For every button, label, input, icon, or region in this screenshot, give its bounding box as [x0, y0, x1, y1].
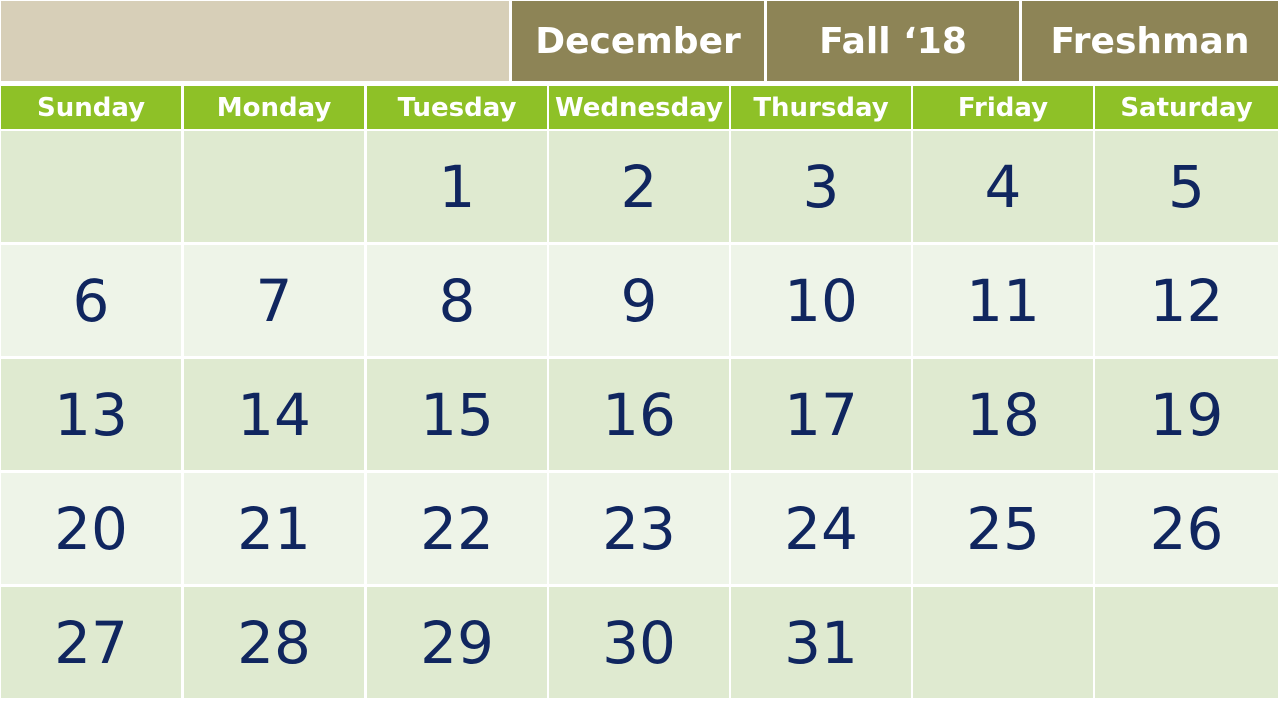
month-label: December: [512, 1, 764, 81]
date-cell[interactable]: 15: [367, 359, 547, 470]
date-cell[interactable]: 24: [731, 473, 911, 584]
date-cell[interactable]: [184, 131, 364, 242]
date-cell[interactable]: [1, 131, 181, 242]
date-cell[interactable]: 26: [1095, 473, 1278, 584]
date-cell[interactable]: 21: [184, 473, 364, 584]
date-cell[interactable]: 18: [913, 359, 1093, 470]
cohort-label: Freshman: [1022, 1, 1278, 81]
date-cell[interactable]: 1: [367, 131, 547, 242]
date-cell[interactable]: 17: [731, 359, 911, 470]
weekday-monday: Monday: [184, 86, 364, 129]
weekday-thursday: Thursday: [731, 86, 911, 129]
date-cell[interactable]: 22: [367, 473, 547, 584]
date-cell[interactable]: 31: [731, 587, 911, 698]
weekday-sunday: Sunday: [1, 86, 181, 129]
date-cell[interactable]: 14: [184, 359, 364, 470]
date-cell[interactable]: 9: [549, 245, 729, 356]
date-cell[interactable]: 4: [913, 131, 1093, 242]
date-cell[interactable]: 20: [1, 473, 181, 584]
date-cell[interactable]: 5: [1095, 131, 1278, 242]
date-cell[interactable]: 12: [1095, 245, 1278, 356]
date-cell[interactable]: 19: [1095, 359, 1278, 470]
weekday-header-row: Sunday Monday Tuesday Wednesday Thursday…: [0, 86, 1280, 129]
weekday-friday: Friday: [913, 86, 1093, 129]
weekday-saturday: Saturday: [1095, 86, 1278, 129]
date-cell[interactable]: 16: [549, 359, 729, 470]
date-cell[interactable]: 7: [184, 245, 364, 356]
header-blank-cell: [1, 1, 509, 81]
weekday-wednesday: Wednesday: [549, 86, 729, 129]
term-label: Fall ‘18: [767, 1, 1019, 81]
date-cell[interactable]: 6: [1, 245, 181, 356]
date-cell[interactable]: 27: [1, 587, 181, 698]
date-cell[interactable]: 13: [1, 359, 181, 470]
date-cell[interactable]: [913, 587, 1093, 698]
date-cell[interactable]: 8: [367, 245, 547, 356]
date-cell[interactable]: 25: [913, 473, 1093, 584]
date-cell[interactable]: [1095, 587, 1278, 698]
date-cell[interactable]: 23: [549, 473, 729, 584]
date-cell[interactable]: 30: [549, 587, 729, 698]
date-cell[interactable]: 29: [367, 587, 547, 698]
weekday-tuesday: Tuesday: [367, 86, 547, 129]
date-cell[interactable]: 2: [549, 131, 729, 242]
date-cell[interactable]: 11: [913, 245, 1093, 356]
date-cell[interactable]: 10: [731, 245, 911, 356]
date-cell[interactable]: 3: [731, 131, 911, 242]
date-cell[interactable]: 28: [184, 587, 364, 698]
calendar-header-row: December Fall ‘18 Freshman: [0, 0, 1280, 84]
